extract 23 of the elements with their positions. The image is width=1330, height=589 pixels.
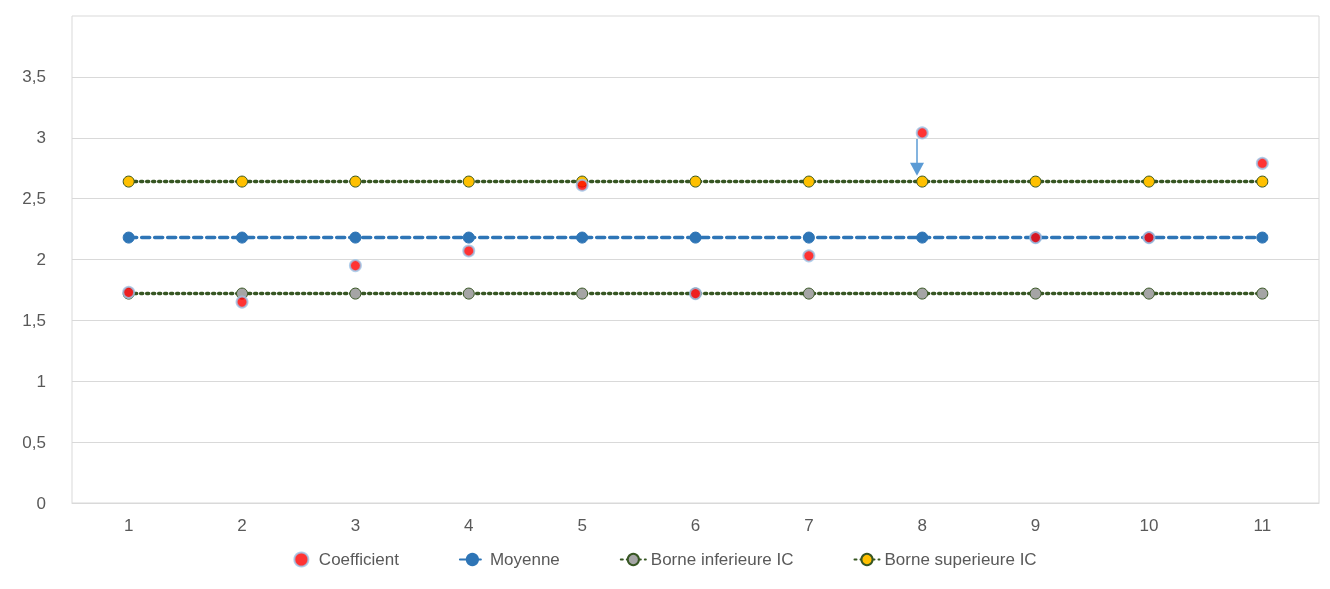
y-tick-label: 2,5 [22, 189, 46, 209]
x-tick-label: 3 [350, 516, 361, 535]
x-tick-label: 1 [123, 516, 134, 535]
legend-label: Borne inferieure IC [650, 550, 794, 569]
x-tick-label: 6 [690, 516, 701, 535]
y-tick-label: 0,5 [22, 432, 46, 452]
x-tick-label: 5 [577, 516, 587, 535]
y-tick-label: 3 [36, 128, 46, 148]
y-tick-label: 0 [36, 493, 46, 513]
legend-label: Moyenne [489, 550, 560, 569]
x-tick-label: 7 [804, 516, 814, 535]
x-tick-label: 8 [917, 516, 927, 535]
legend-label: Borne superieure IC [884, 550, 1037, 569]
y-tick-label: 2 [36, 250, 46, 269]
legend-label: Coefficient [318, 550, 400, 569]
x-tick-label: 2 [237, 516, 247, 535]
y-tick-label: 1,5 [22, 310, 46, 330]
x-tick-label: 11 [1253, 516, 1272, 535]
x-tick-label: 9 [1030, 516, 1041, 535]
x-tick-label: 10 [1139, 516, 1159, 535]
y-tick-label: 3,5 [22, 67, 46, 87]
x-tick-label: 4 [464, 516, 474, 535]
y-tick-label: 1 [36, 371, 46, 391]
